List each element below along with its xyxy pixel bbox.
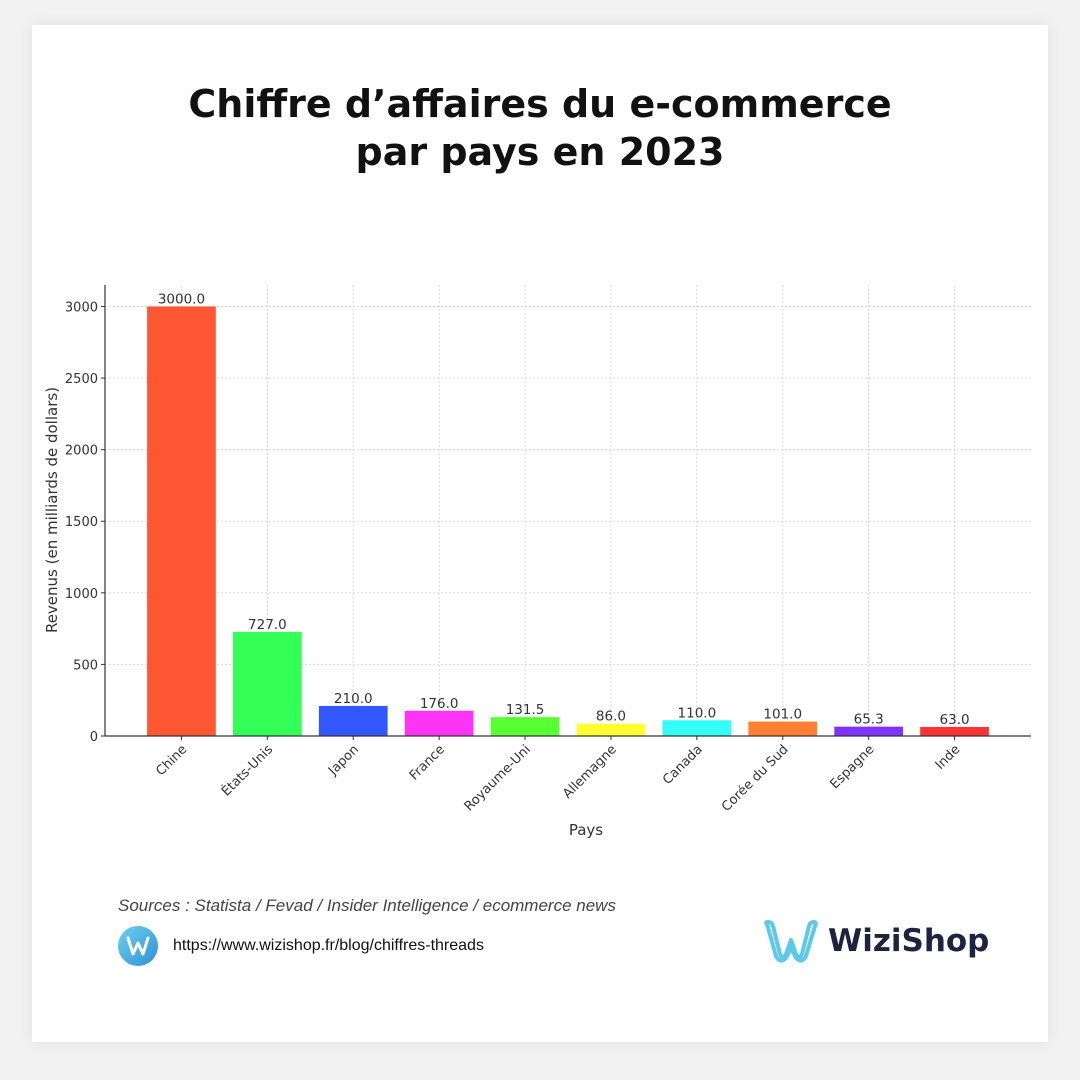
x-tick-label: Japon xyxy=(325,742,362,779)
x-tick-label: États-Unis xyxy=(218,741,276,799)
bar-value-label: 63.0 xyxy=(940,712,970,728)
title-line-2: par pays en 2023 xyxy=(355,130,725,174)
y-tick-label: 1500 xyxy=(65,515,98,530)
bar-value-label: 176.0 xyxy=(420,696,459,712)
bar-value-label: 101.0 xyxy=(763,707,802,723)
bar-Inde xyxy=(920,726,989,736)
y-tick-label: 1000 xyxy=(65,587,98,602)
bar-Chine xyxy=(147,306,216,736)
bar-value-label: 210.0 xyxy=(334,691,373,707)
y-tick-label: 500 xyxy=(73,658,98,673)
wizishop-w-logo-icon xyxy=(764,920,818,963)
x-tick-label: Inde xyxy=(933,742,964,773)
bar-États-Unis xyxy=(232,631,302,736)
sources-text: Sources : Statista / Fevad / Insider Int… xyxy=(118,896,616,915)
x-tick-label: Canada xyxy=(660,742,706,788)
bar-value-label: 65.3 xyxy=(854,712,884,728)
title-line-1: Chiffre d’affaires du e-commerce xyxy=(188,82,892,126)
bar-France xyxy=(404,710,474,736)
x-tick-label: Allemagne xyxy=(560,742,620,802)
x-tick-label: Corée du Sud xyxy=(719,742,792,815)
link-row[interactable]: https://www.wizishop.fr/blog/chiffres-th… xyxy=(118,926,484,966)
x-axis-label: Pays xyxy=(569,821,603,839)
x-tick-label: Royaume-Uni xyxy=(462,742,534,814)
bars: 3000.0 727.0 210.0 176.0 131.5 86.0 110.0 101.0… xyxy=(147,291,989,736)
blog-link[interactable]: https://www.wizishop.fr/blog/chiffres-th… xyxy=(173,937,484,954)
y-tick-label: 2500 xyxy=(65,372,98,387)
bar-value-label: 3000.0 xyxy=(158,291,205,307)
y-tick-label: 3000 xyxy=(65,300,98,315)
wizishop-logo: WiziShop xyxy=(762,918,989,964)
x-tick-label: Espagne xyxy=(827,742,877,792)
bar-Royaume-Uni xyxy=(490,717,560,736)
wizishop-w-icon xyxy=(118,926,158,966)
bar-value-label: 110.0 xyxy=(678,705,717,721)
x-tick-label: France xyxy=(407,742,448,783)
brand-name: WiziShop xyxy=(828,923,990,959)
bar-Allemagne xyxy=(576,723,646,736)
bar-Japon xyxy=(318,705,388,736)
bar-value-label: 131.5 xyxy=(506,702,545,718)
y-tick-label: 2000 xyxy=(65,444,98,459)
bar-value-label: 86.0 xyxy=(596,709,626,725)
bar-Canada xyxy=(662,720,732,736)
y-tick-label: 0 xyxy=(90,730,98,745)
y-axis-label: Revenus (en milliards de dollars) xyxy=(43,387,61,633)
chart-title: Chiffre d’affaires du e-commerce par pay… xyxy=(0,80,1080,176)
bar-value-label: 727.0 xyxy=(248,617,287,633)
x-tick-label: Chine xyxy=(153,742,190,779)
bar-Corée du Sud xyxy=(748,721,818,736)
bar-Espagne xyxy=(834,726,904,736)
